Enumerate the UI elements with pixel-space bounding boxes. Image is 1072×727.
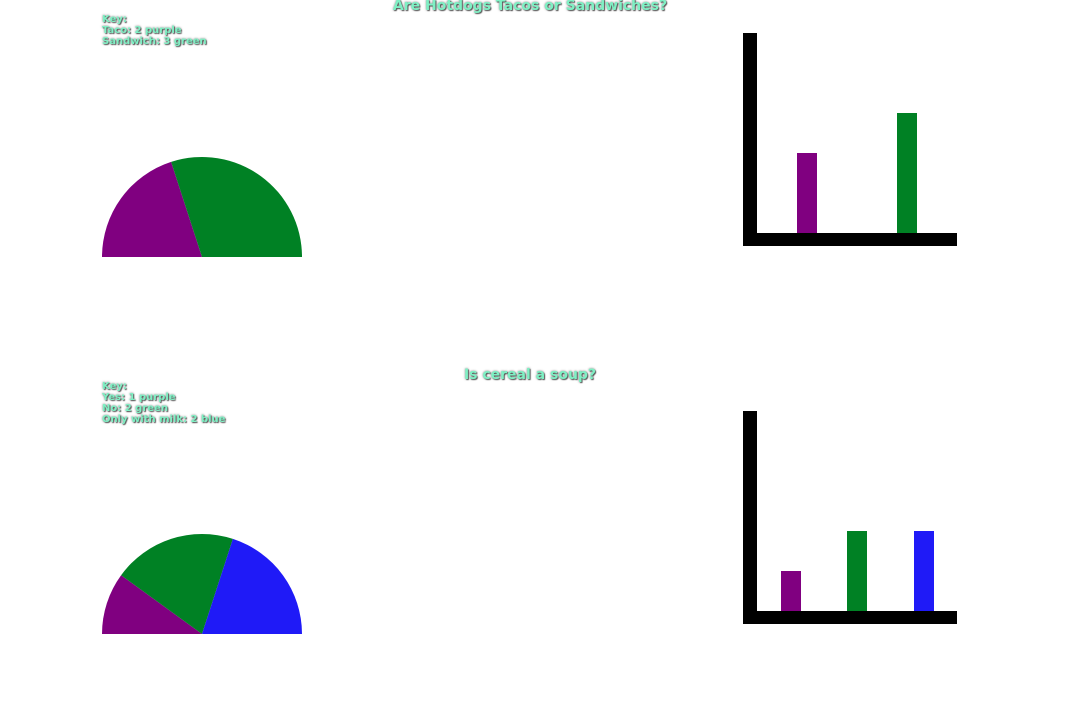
y-axis	[743, 33, 757, 246]
bar-yes	[781, 571, 801, 611]
poll-title: Are Hotdogs Tacos or Sandwiches?	[392, 0, 668, 14]
y-axis	[743, 411, 757, 624]
poll-title: Is cereal a soup?	[463, 367, 597, 383]
key-entry-yes: Yes: 1 purple	[102, 392, 176, 403]
bar-chart	[743, 411, 957, 624]
bar-no	[847, 531, 867, 611]
pie-slice-taco	[102, 161, 202, 257]
pie-slice-only-with-milk	[202, 538, 302, 634]
bar-sandwich	[897, 113, 917, 233]
key-entry-no: No: 2 green	[102, 403, 168, 414]
pie-chart	[102, 157, 302, 257]
x-axis	[743, 611, 957, 624]
key-heading: Key:	[102, 381, 127, 392]
key-entry-taco: Taco: 2 purple	[102, 25, 182, 36]
poll-taco-sandwich: Are Hotdogs Tacos or Sandwiches? Key: Ta…	[0, 0, 1072, 360]
key-entry-only-with-milk: Only with milk: 2 blue	[102, 414, 226, 425]
pie-slice-no	[121, 534, 233, 634]
pie-slice-sandwich	[171, 157, 302, 257]
bar-only-with-milk	[914, 531, 934, 611]
bar-taco	[797, 153, 817, 233]
bar-chart	[743, 33, 957, 246]
poll-cereal-soup: Is cereal a soup? Key: Yes: 1 purple No:…	[0, 367, 1072, 727]
poll-key: Key: Taco: 2 purple Sandwich: 3 green	[102, 14, 207, 47]
key-entry-sandwich: Sandwich: 3 green	[102, 36, 207, 47]
pie-chart	[102, 534, 302, 634]
pie-slice-yes	[102, 575, 202, 634]
x-axis	[743, 233, 957, 246]
key-heading: Key:	[102, 14, 127, 25]
poll-key: Key: Yes: 1 purple No: 2 green Only with…	[102, 381, 225, 425]
